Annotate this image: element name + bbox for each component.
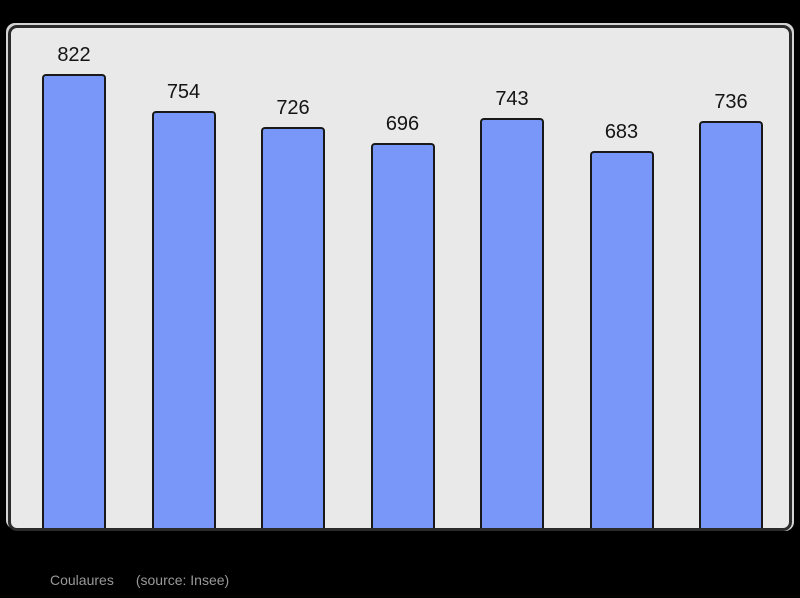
bar-value-label: 743: [495, 88, 529, 110]
chart-panel: 822 754 726 696 743 683 736: [8, 25, 792, 531]
bar: [699, 121, 763, 528]
bar-slot: 683: [589, 121, 654, 528]
bar: [589, 151, 654, 528]
bar-slot: 696: [370, 113, 435, 528]
bar-value-label: 754: [166, 81, 201, 103]
bar-slot: 726: [261, 97, 325, 528]
caption-commune-name: Coulaures: [50, 572, 114, 588]
chart-caption: Coulaures (source: Insee): [50, 572, 229, 589]
bars-area: 822 754 726 696 743 683 736: [11, 28, 789, 528]
bar-slot: 822: [42, 44, 106, 528]
bar-value-label: 726: [276, 97, 310, 119]
bar-value-label: 683: [604, 121, 639, 143]
bar-slot: 743: [480, 88, 544, 528]
bar-value-label: 696: [385, 113, 420, 135]
bar: [370, 143, 435, 528]
bar: [42, 74, 106, 528]
caption-source: (source: Insee): [135, 572, 230, 588]
bar-value-label: 736: [714, 91, 748, 113]
bar: [480, 118, 544, 528]
bar-slot: 736: [699, 91, 763, 528]
bar-slot: 754: [151, 81, 216, 528]
bar: [151, 111, 216, 528]
bar: [261, 127, 325, 528]
bar-value-label: 822: [57, 44, 91, 66]
